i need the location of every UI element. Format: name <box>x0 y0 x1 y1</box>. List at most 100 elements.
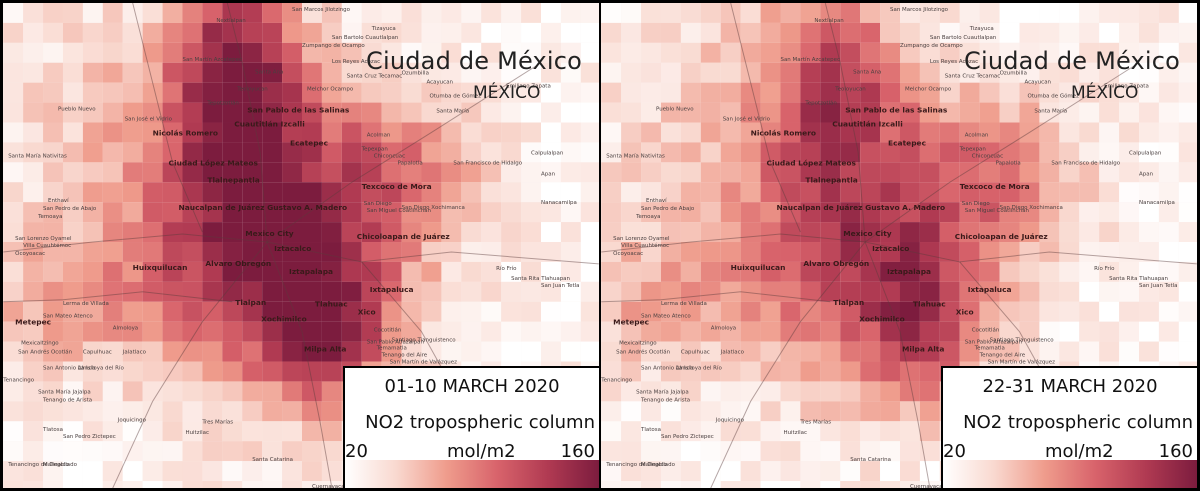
map-panel-late-march[interactable]: Nextlalpan San Marcos Jilotzingo Tizayuca S… <box>600 2 1198 489</box>
place-label: San Martín Azcatepec <box>182 56 242 63</box>
no2-cell <box>840 182 861 203</box>
no2-cell <box>899 301 920 322</box>
no2-cell <box>880 361 900 382</box>
no2-cell <box>461 341 482 362</box>
no2-cell <box>680 102 701 123</box>
no2-cell <box>680 242 701 262</box>
no2-cell <box>860 42 881 63</box>
no2-cell <box>461 321 482 342</box>
place-label: Melchor Ocampo <box>905 87 952 93</box>
place-label: Nicolás Romero <box>153 128 218 137</box>
no2-cell <box>1099 301 1120 322</box>
no2-cell <box>780 202 801 223</box>
place-label: Otumba de Gómez <box>429 93 481 100</box>
no2-cell <box>301 301 322 322</box>
no2-cell <box>999 242 1020 262</box>
no2-cell <box>1139 261 1159 282</box>
place-label: Iztapalapa <box>887 267 931 276</box>
no2-cell <box>641 301 661 322</box>
no2-cell <box>1119 242 1140 262</box>
no2-cell <box>760 102 781 123</box>
no2-cell <box>481 202 502 223</box>
road <box>132 3 203 233</box>
place-label: San Juan Tetla <box>541 283 579 289</box>
place-label: Tepexpan <box>959 146 986 152</box>
no2-cell <box>122 142 143 163</box>
map-panel-early-march[interactable]: Nextlalpan San Marcos Jilotzingo Tizayuca S… <box>2 2 600 489</box>
no2-cell <box>760 441 781 462</box>
no2-cell <box>23 22 44 43</box>
no2-cell <box>601 441 622 462</box>
no2-cell <box>122 162 143 183</box>
no2-cell <box>521 222 542 243</box>
no2-cell <box>860 22 881 43</box>
no2-cell <box>560 301 581 322</box>
no2-cell <box>1019 301 1040 322</box>
no2-cell <box>580 301 599 322</box>
no2-cell <box>242 42 263 63</box>
no2-cell <box>1039 122 1060 143</box>
road <box>824 3 866 243</box>
no2-cell <box>262 82 283 103</box>
no2-cell <box>919 202 940 223</box>
no2-cell <box>1119 22 1140 43</box>
no2-cell <box>3 22 24 43</box>
no2-cell <box>979 3 1000 23</box>
no2-cell <box>162 142 183 163</box>
no2-cell <box>1139 182 1159 203</box>
no2-cell <box>820 202 841 223</box>
no2-cell <box>1079 222 1100 243</box>
no2-cell <box>262 481 283 488</box>
no2-cell <box>262 421 283 442</box>
no2-cell <box>740 301 761 322</box>
no2-cell <box>680 202 701 223</box>
no2-cell <box>481 281 502 302</box>
no2-cell <box>182 3 203 23</box>
no2-cell <box>800 182 821 203</box>
no2-cell <box>1119 182 1140 203</box>
no2-cell <box>421 301 442 322</box>
road <box>710 241 866 488</box>
no2-cell <box>481 122 502 143</box>
place-label: San Francisco de Hidalgo <box>453 160 522 166</box>
no2-cell <box>880 162 900 183</box>
no2-cell <box>321 82 342 103</box>
no2-cell <box>282 401 302 422</box>
no2-cell <box>202 281 223 302</box>
no2-cell <box>1099 82 1120 103</box>
no2-cell <box>880 341 900 362</box>
no2-cell <box>780 301 801 322</box>
no2-cell <box>820 62 841 83</box>
no2-cell <box>621 3 642 23</box>
no2-cell <box>641 381 661 402</box>
no2-cell <box>680 401 701 422</box>
no2-cell <box>162 401 183 422</box>
no2-cell <box>1039 22 1060 43</box>
place-label: San Lorenzo Oyamel <box>613 236 669 242</box>
no2-cell <box>262 162 283 183</box>
no2-cell <box>939 102 960 123</box>
no2-cell <box>760 381 781 402</box>
no2-cell <box>1139 3 1159 23</box>
no2-cell <box>401 82 422 103</box>
place-label: Santa María Nativitas <box>8 152 67 159</box>
no2-cell <box>262 321 283 342</box>
no2-cell <box>162 242 183 262</box>
no2-cell <box>1178 242 1197 262</box>
no2-cell <box>162 301 183 322</box>
no2-cell <box>521 341 542 362</box>
no2-cell <box>521 82 542 103</box>
no2-cell <box>441 122 462 143</box>
no2-cell <box>601 182 622 203</box>
no2-cell <box>880 461 900 482</box>
place-label: Emiliano Zapata <box>506 84 551 90</box>
no2-cell <box>1099 281 1120 302</box>
no2-cell <box>919 461 940 482</box>
no2-cell <box>660 321 681 342</box>
no2-cell <box>720 321 741 342</box>
no2-cell <box>899 222 920 243</box>
no2-cell <box>321 182 342 203</box>
legend-max: 160 <box>560 441 595 462</box>
place-label: Malinalco <box>641 462 667 468</box>
